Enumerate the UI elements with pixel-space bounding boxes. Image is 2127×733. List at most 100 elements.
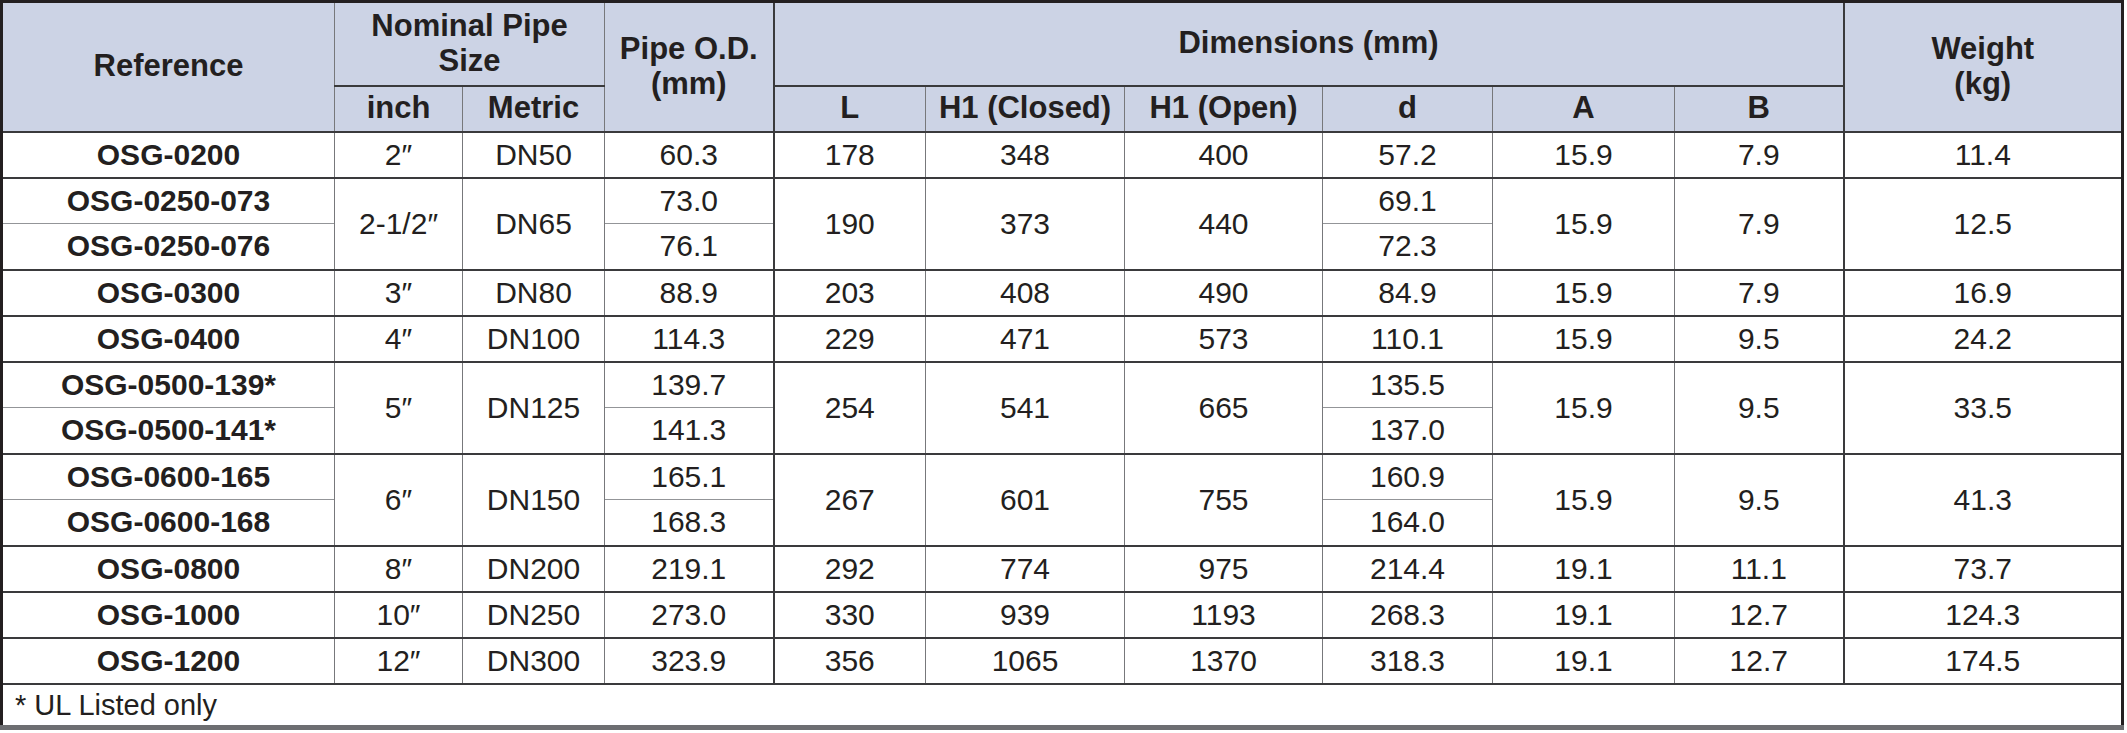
cell-a: 15.9 — [1493, 362, 1675, 454]
header-h1-open: H1 (Open) — [1125, 86, 1323, 132]
cell-reference: OSG-0200 — [2, 132, 335, 178]
cell-b: 7.9 — [1675, 178, 1844, 270]
cell-a: 15.9 — [1493, 178, 1675, 270]
cell-b: 7.9 — [1675, 132, 1844, 178]
header-metric: Metric — [463, 86, 605, 132]
header-weight-unit: (kg) — [1954, 66, 2011, 101]
cell-d: 164.0 — [1323, 500, 1493, 546]
cell-d: 137.0 — [1323, 408, 1493, 454]
cell-reference: OSG-1000 — [2, 592, 335, 638]
cell-l: 190 — [774, 178, 926, 270]
cell-weight: 12.5 — [1844, 178, 2123, 270]
cell-inch: 3″ — [335, 270, 463, 316]
cell-metric: DN250 — [463, 592, 605, 638]
footnote-row: * UL Listed only — [2, 684, 2123, 728]
cell-inch: 2″ — [335, 132, 463, 178]
cell-metric: DN100 — [463, 316, 605, 362]
cell-pipe-od: 141.3 — [605, 408, 774, 454]
cell-b: 12.7 — [1675, 592, 1844, 638]
cell-d: 84.9 — [1323, 270, 1493, 316]
cell-h1-open: 490 — [1125, 270, 1323, 316]
table-row: OSG-0500-139* 5″ DN125 139.7 254 541 665… — [2, 362, 2123, 408]
cell-l: 203 — [774, 270, 926, 316]
cell-h1-open: 665 — [1125, 362, 1323, 454]
cell-inch: 6″ — [335, 454, 463, 546]
cell-reference: OSG-0250-076 — [2, 224, 335, 270]
cell-pipe-od: 88.9 — [605, 270, 774, 316]
cell-weight: 11.4 — [1844, 132, 2123, 178]
cell-pipe-od: 219.1 — [605, 546, 774, 592]
cell-h1-closed: 541 — [926, 362, 1125, 454]
cell-l: 330 — [774, 592, 926, 638]
cell-h1-closed: 373 — [926, 178, 1125, 270]
cell-weight: 24.2 — [1844, 316, 2123, 362]
cell-metric: DN125 — [463, 362, 605, 454]
table-row: OSG-1200 12″ DN300 323.9 356 1065 1370 3… — [2, 638, 2123, 684]
header-l: L — [774, 86, 926, 132]
table-row: OSG-0200 2″ DN50 60.3 178 348 400 57.2 1… — [2, 132, 2123, 178]
header-d: d — [1323, 86, 1493, 132]
cell-h1-closed: 601 — [926, 454, 1125, 546]
cell-a: 19.1 — [1493, 638, 1675, 684]
cell-h1-open: 400 — [1125, 132, 1323, 178]
cell-d: 318.3 — [1323, 638, 1493, 684]
cell-h1-closed: 1065 — [926, 638, 1125, 684]
cell-d: 110.1 — [1323, 316, 1493, 362]
header-weight: Weight(kg) — [1844, 2, 2123, 132]
cell-d: 72.3 — [1323, 224, 1493, 270]
header-h1-closed: H1 (Closed) — [926, 86, 1125, 132]
cell-metric: DN65 — [463, 178, 605, 270]
cell-a: 19.1 — [1493, 592, 1675, 638]
table-row: OSG-0600-165 6″ DN150 165.1 267 601 755 … — [2, 454, 2123, 500]
cell-d: 69.1 — [1323, 178, 1493, 224]
cell-inch: 4″ — [335, 316, 463, 362]
cell-inch: 12″ — [335, 638, 463, 684]
cell-reference: OSG-0300 — [2, 270, 335, 316]
cell-weight: 41.3 — [1844, 454, 2123, 546]
cell-a: 15.9 — [1493, 132, 1675, 178]
cell-reference: OSG-0600-165 — [2, 454, 335, 500]
header-pipe-od: Pipe O.D.(mm) — [605, 2, 774, 132]
cell-reference: OSG-0600-168 — [2, 500, 335, 546]
cell-l: 254 — [774, 362, 926, 454]
cell-metric: DN80 — [463, 270, 605, 316]
cell-a: 15.9 — [1493, 270, 1675, 316]
cell-h1-open: 755 — [1125, 454, 1323, 546]
cell-pipe-od: 323.9 — [605, 638, 774, 684]
cell-pipe-od: 165.1 — [605, 454, 774, 500]
cell-h1-open: 1193 — [1125, 592, 1323, 638]
header-weight-label: Weight — [1931, 31, 2034, 66]
cell-metric: DN300 — [463, 638, 605, 684]
cell-a: 19.1 — [1493, 546, 1675, 592]
table-header: Reference Nominal Pipe Size Pipe O.D.(mm… — [2, 2, 2123, 132]
cell-a: 15.9 — [1493, 316, 1675, 362]
cell-h1-closed: 348 — [926, 132, 1125, 178]
cell-h1-open: 573 — [1125, 316, 1323, 362]
cell-pipe-od: 73.0 — [605, 178, 774, 224]
cell-l: 356 — [774, 638, 926, 684]
cell-inch: 2-1/2″ — [335, 178, 463, 270]
cell-b: 12.7 — [1675, 638, 1844, 684]
cell-pipe-od: 139.7 — [605, 362, 774, 408]
cell-b: 9.5 — [1675, 362, 1844, 454]
table-row: OSG-0800 8″ DN200 219.1 292 774 975 214.… — [2, 546, 2123, 592]
cell-metric: DN150 — [463, 454, 605, 546]
header-b: B — [1675, 86, 1844, 132]
cell-metric: DN200 — [463, 546, 605, 592]
cell-h1-open: 975 — [1125, 546, 1323, 592]
footnote-text: * UL Listed only — [2, 684, 2123, 728]
cell-reference: OSG-0500-139* — [2, 362, 335, 408]
cell-l: 292 — [774, 546, 926, 592]
cell-reference: OSG-0800 — [2, 546, 335, 592]
header-reference: Reference — [2, 2, 335, 132]
cell-pipe-od: 114.3 — [605, 316, 774, 362]
cell-d: 57.2 — [1323, 132, 1493, 178]
table-row: OSG-1000 10″ DN250 273.0 330 939 1193 26… — [2, 592, 2123, 638]
header-dimensions: Dimensions (mm) — [774, 2, 1844, 86]
cell-h1-closed: 408 — [926, 270, 1125, 316]
cell-pipe-od: 60.3 — [605, 132, 774, 178]
cell-l: 267 — [774, 454, 926, 546]
cell-b: 11.1 — [1675, 546, 1844, 592]
cell-h1-open: 440 — [1125, 178, 1323, 270]
cell-pipe-od: 168.3 — [605, 500, 774, 546]
